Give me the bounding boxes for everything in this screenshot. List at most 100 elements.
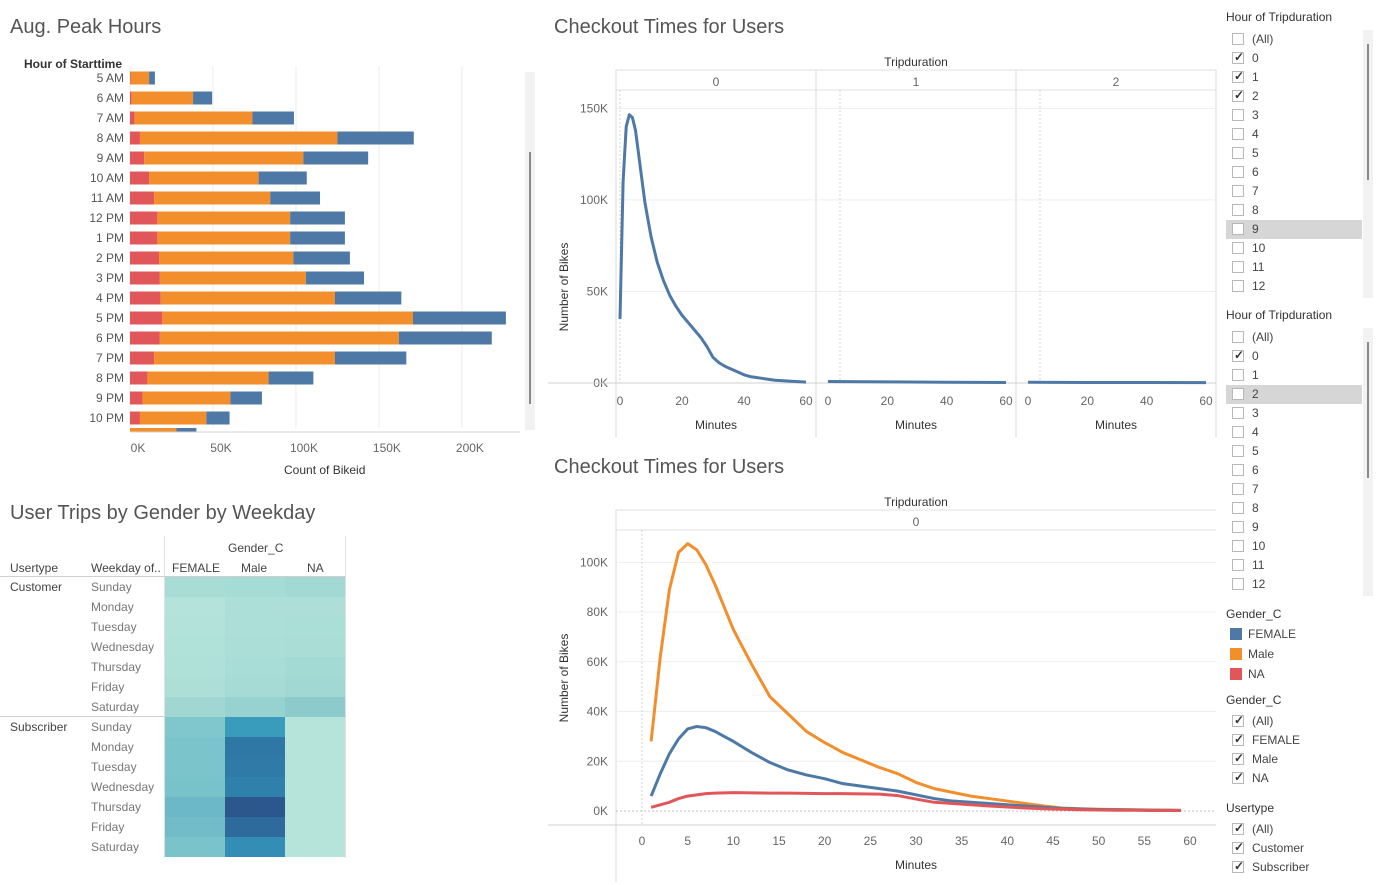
filter-option[interactable]: 0 (1226, 347, 1362, 366)
heatmap-cell[interactable] (165, 717, 225, 737)
checkbox[interactable] (1232, 348, 1244, 362)
heatmap-cell[interactable] (225, 657, 285, 677)
heatmap-cell[interactable] (285, 737, 345, 757)
checkbox[interactable] (1232, 732, 1244, 746)
heatmap-cell[interactable] (285, 637, 345, 657)
heatmap-cell[interactable] (225, 817, 285, 837)
heatmap-cell[interactable] (225, 797, 285, 817)
checkbox[interactable] (1232, 50, 1244, 64)
heatmap-cell[interactable] (165, 817, 225, 837)
heatmap-cell[interactable] (165, 597, 225, 617)
checkbox[interactable] (1232, 407, 1244, 419)
heatmap-cell[interactable] (285, 717, 345, 737)
heatmap-cell[interactable] (285, 617, 345, 637)
heatmap-cell[interactable] (285, 817, 345, 837)
heatmap-cell[interactable] (225, 717, 285, 737)
checkbox[interactable] (1232, 223, 1244, 235)
filter-option[interactable]: 12 (1226, 277, 1362, 296)
checkbox[interactable] (1232, 147, 1244, 159)
heatmap-cell[interactable] (225, 677, 285, 697)
checkbox[interactable] (1232, 261, 1244, 273)
checkbox[interactable] (1232, 578, 1244, 590)
heatmap-cell[interactable] (165, 837, 225, 857)
checkbox[interactable] (1232, 559, 1244, 571)
filter-option[interactable]: 2 (1226, 385, 1362, 404)
checkbox[interactable] (1232, 166, 1244, 178)
heatmap-cell[interactable] (165, 617, 225, 637)
filter-option[interactable]: 1 (1226, 68, 1362, 87)
checkbox[interactable] (1232, 426, 1244, 438)
heatmap-cell[interactable] (165, 577, 225, 597)
filter-option[interactable]: 4 (1226, 423, 1362, 442)
filter-option[interactable]: 7 (1226, 182, 1362, 201)
filter-option[interactable]: 5 (1226, 442, 1362, 461)
checkbox[interactable] (1232, 388, 1244, 400)
checkbox[interactable] (1232, 185, 1244, 197)
checkbox[interactable] (1232, 770, 1244, 784)
heatmap-cell[interactable] (225, 777, 285, 797)
filter1-scrollbar[interactable] (1363, 30, 1373, 298)
checkbox[interactable] (1232, 369, 1244, 381)
heatmap-cell[interactable] (165, 797, 225, 817)
filter-option[interactable]: (All) (1226, 328, 1362, 347)
checkbox[interactable] (1232, 713, 1244, 727)
filter-option[interactable]: 10 (1226, 239, 1362, 258)
heatmap-cell[interactable] (225, 837, 285, 857)
filter-option[interactable]: 8 (1226, 499, 1362, 518)
filter-option[interactable]: Subscriber (1226, 858, 1362, 877)
filter-option[interactable]: 3 (1226, 404, 1362, 423)
heatmap-cell[interactable] (165, 677, 225, 697)
checkbox[interactable] (1232, 502, 1244, 514)
filter-option[interactable]: Customer (1226, 839, 1362, 858)
checkbox[interactable] (1232, 69, 1244, 83)
heatmap-cell[interactable] (285, 597, 345, 617)
filter-option[interactable]: 6 (1226, 163, 1362, 182)
heatmap-cell[interactable] (225, 617, 285, 637)
heatmap-cell[interactable] (225, 577, 285, 597)
filter-option[interactable]: FEMALE (1226, 731, 1362, 750)
heatmap-cell[interactable] (285, 757, 345, 777)
checkbox[interactable] (1232, 840, 1244, 854)
filter-option[interactable]: (All) (1226, 820, 1362, 839)
filter-option[interactable]: 2 (1226, 87, 1362, 106)
checkbox[interactable] (1232, 242, 1244, 254)
heatmap-cell[interactable] (165, 757, 225, 777)
checkbox[interactable] (1232, 331, 1244, 343)
heatmap-cell[interactable] (165, 737, 225, 757)
checkbox[interactable] (1232, 109, 1244, 121)
heatmap-cell[interactable] (165, 777, 225, 797)
filter-option[interactable]: 5 (1226, 144, 1362, 163)
heatmap-cell[interactable] (285, 777, 345, 797)
heatmap-cell[interactable] (225, 737, 285, 757)
heatmap-cell[interactable] (285, 657, 345, 677)
heatmap-cell[interactable] (225, 697, 285, 717)
heatmap-cell[interactable] (165, 637, 225, 657)
filter-option[interactable]: 8 (1226, 201, 1362, 220)
heatmap-cell[interactable] (225, 637, 285, 657)
filter-option[interactable]: 6 (1226, 461, 1362, 480)
heatmap-cell[interactable] (285, 797, 345, 817)
heatmap-cell[interactable] (225, 597, 285, 617)
heatmap-cell[interactable] (165, 657, 225, 677)
filter-option[interactable]: 7 (1226, 480, 1362, 499)
checkbox[interactable] (1232, 280, 1244, 292)
filter2-scrollbar[interactable] (1363, 328, 1373, 596)
checkbox[interactable] (1232, 751, 1244, 765)
checkbox[interactable] (1232, 204, 1244, 216)
filter-option[interactable]: 1 (1226, 366, 1362, 385)
heatmap-cell[interactable] (285, 677, 345, 697)
heatmap-cell[interactable] (285, 577, 345, 597)
filter-option[interactable]: 11 (1226, 556, 1362, 575)
heatmap-cell[interactable] (285, 837, 345, 857)
checkbox[interactable] (1232, 483, 1244, 495)
filter-option[interactable]: 12 (1226, 575, 1362, 594)
checkbox[interactable] (1232, 464, 1244, 476)
filter-option[interactable]: NA (1226, 769, 1362, 788)
checkbox[interactable] (1232, 88, 1244, 102)
heatmap-cell[interactable] (285, 697, 345, 717)
checkbox[interactable] (1232, 859, 1244, 873)
filter-option[interactable]: (All) (1226, 30, 1362, 49)
filter-option[interactable]: 11 (1226, 258, 1362, 277)
filter-option[interactable]: 10 (1226, 537, 1362, 556)
checkbox[interactable] (1232, 540, 1244, 552)
